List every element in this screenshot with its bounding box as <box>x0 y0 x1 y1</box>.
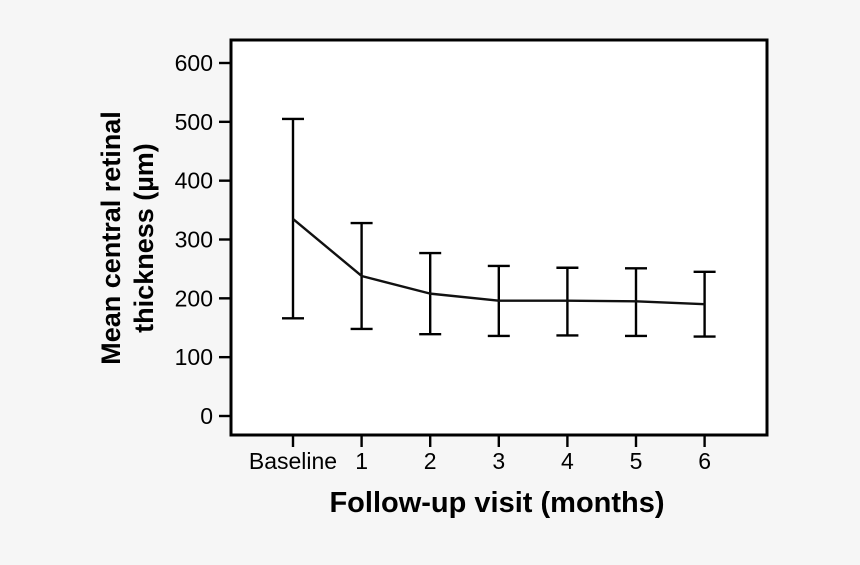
x-tick-label: Baseline <box>249 448 337 474</box>
x-tick-label: 5 <box>630 448 643 474</box>
x-tick-label: 6 <box>698 448 711 474</box>
x-tick-label: 2 <box>424 448 437 474</box>
y-tick-label: 100 <box>175 344 213 370</box>
y-tick-label: 600 <box>175 50 213 76</box>
x-axis-title: Follow-up visit (months) <box>329 487 665 519</box>
y-axis-title-line2: thickness (µm) <box>129 143 159 333</box>
y-tick-label: 500 <box>175 109 213 135</box>
x-tick-label: 1 <box>355 448 368 474</box>
plot-frame <box>229 38 769 437</box>
y-tick-label: 0 <box>200 403 213 429</box>
y-tick-label: 200 <box>175 285 213 311</box>
x-tick-label: 4 <box>561 448 574 474</box>
y-axis-title-line1: Mean central retinal <box>96 111 126 365</box>
data-line <box>292 217 705 306</box>
y-axis-title: Mean central retinal thickness (µm) <box>95 111 161 365</box>
y-tick-label: 300 <box>175 227 213 253</box>
y-tick-label: 400 <box>175 168 213 194</box>
x-tick-label: 3 <box>492 448 505 474</box>
